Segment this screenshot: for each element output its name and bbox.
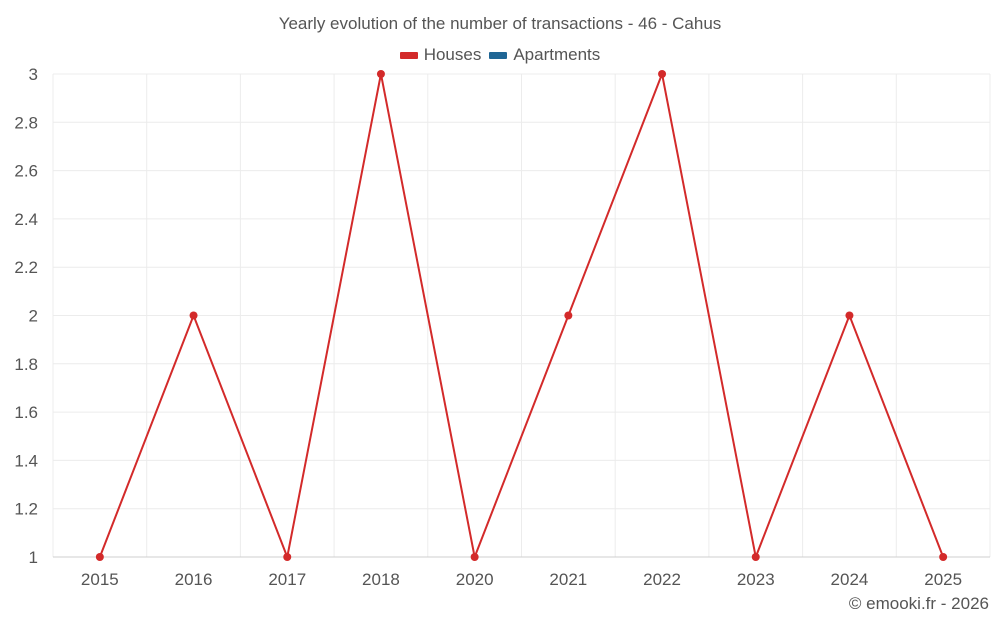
y-tick-label: 2.4 bbox=[14, 210, 38, 229]
y-tick-label: 2.6 bbox=[14, 162, 38, 181]
x-tick-label: 2024 bbox=[831, 570, 869, 589]
data-point[interactable] bbox=[283, 553, 292, 561]
y-tick-label: 2.2 bbox=[14, 258, 38, 277]
y-tick-label: 1.4 bbox=[14, 451, 38, 470]
x-tick-label: 2021 bbox=[549, 570, 587, 589]
y-tick-label: 2 bbox=[29, 307, 38, 326]
y-tick-label: 3 bbox=[29, 65, 38, 84]
legend-label-houses: Houses bbox=[423, 45, 482, 64]
data-point[interactable] bbox=[470, 553, 479, 561]
x-tick-label: 2015 bbox=[81, 570, 119, 589]
x-tick-label: 2017 bbox=[268, 570, 306, 589]
data-point[interactable] bbox=[189, 311, 198, 320]
x-tick-label: 2016 bbox=[175, 570, 213, 589]
x-tick-label: 2018 bbox=[362, 570, 400, 589]
data-point[interactable] bbox=[845, 311, 854, 320]
x-tick-label: 2023 bbox=[737, 570, 775, 589]
legend-item-apartments[interactable]: Apartments bbox=[489, 45, 600, 65]
credit-text: © emooki.fr - 2026 bbox=[848, 594, 989, 613]
series-line-houses bbox=[98, 70, 945, 561]
x-tick-label: 2025 bbox=[924, 570, 962, 589]
data-point[interactable] bbox=[939, 553, 948, 561]
grid bbox=[52, 73, 991, 558]
legend-item-houses[interactable]: Houses bbox=[399, 45, 482, 65]
x-tick-label: 2022 bbox=[643, 570, 681, 589]
data-point[interactable] bbox=[751, 553, 760, 561]
data-point[interactable] bbox=[95, 553, 104, 561]
y-tick-label: 1.2 bbox=[14, 500, 38, 519]
y-tick-label: 2.8 bbox=[14, 113, 38, 132]
y-tick-label: 1 bbox=[29, 548, 38, 567]
legend-label-apartments: Apartments bbox=[513, 45, 601, 64]
data-point[interactable] bbox=[658, 70, 667, 78]
chart-legend: Houses Apartments bbox=[0, 45, 1000, 65]
legend-swatch-apartments bbox=[489, 51, 508, 59]
y-tick-label: 1.6 bbox=[14, 403, 38, 422]
legend-swatch-houses bbox=[399, 51, 418, 59]
axes: 1 1.2 1.4 1.6 1.8 2 2.2 2.4 2.6 2.8 3 2015 2016 2017 2… bbox=[14, 65, 990, 589]
data-point[interactable] bbox=[564, 311, 573, 320]
series-houses bbox=[95, 70, 948, 561]
x-tick-label: 2020 bbox=[456, 570, 494, 589]
y-tick-label: 1.8 bbox=[14, 355, 38, 374]
data-point[interactable] bbox=[376, 70, 385, 78]
chart-title: Yearly evolution of the number of transa… bbox=[278, 14, 722, 33]
